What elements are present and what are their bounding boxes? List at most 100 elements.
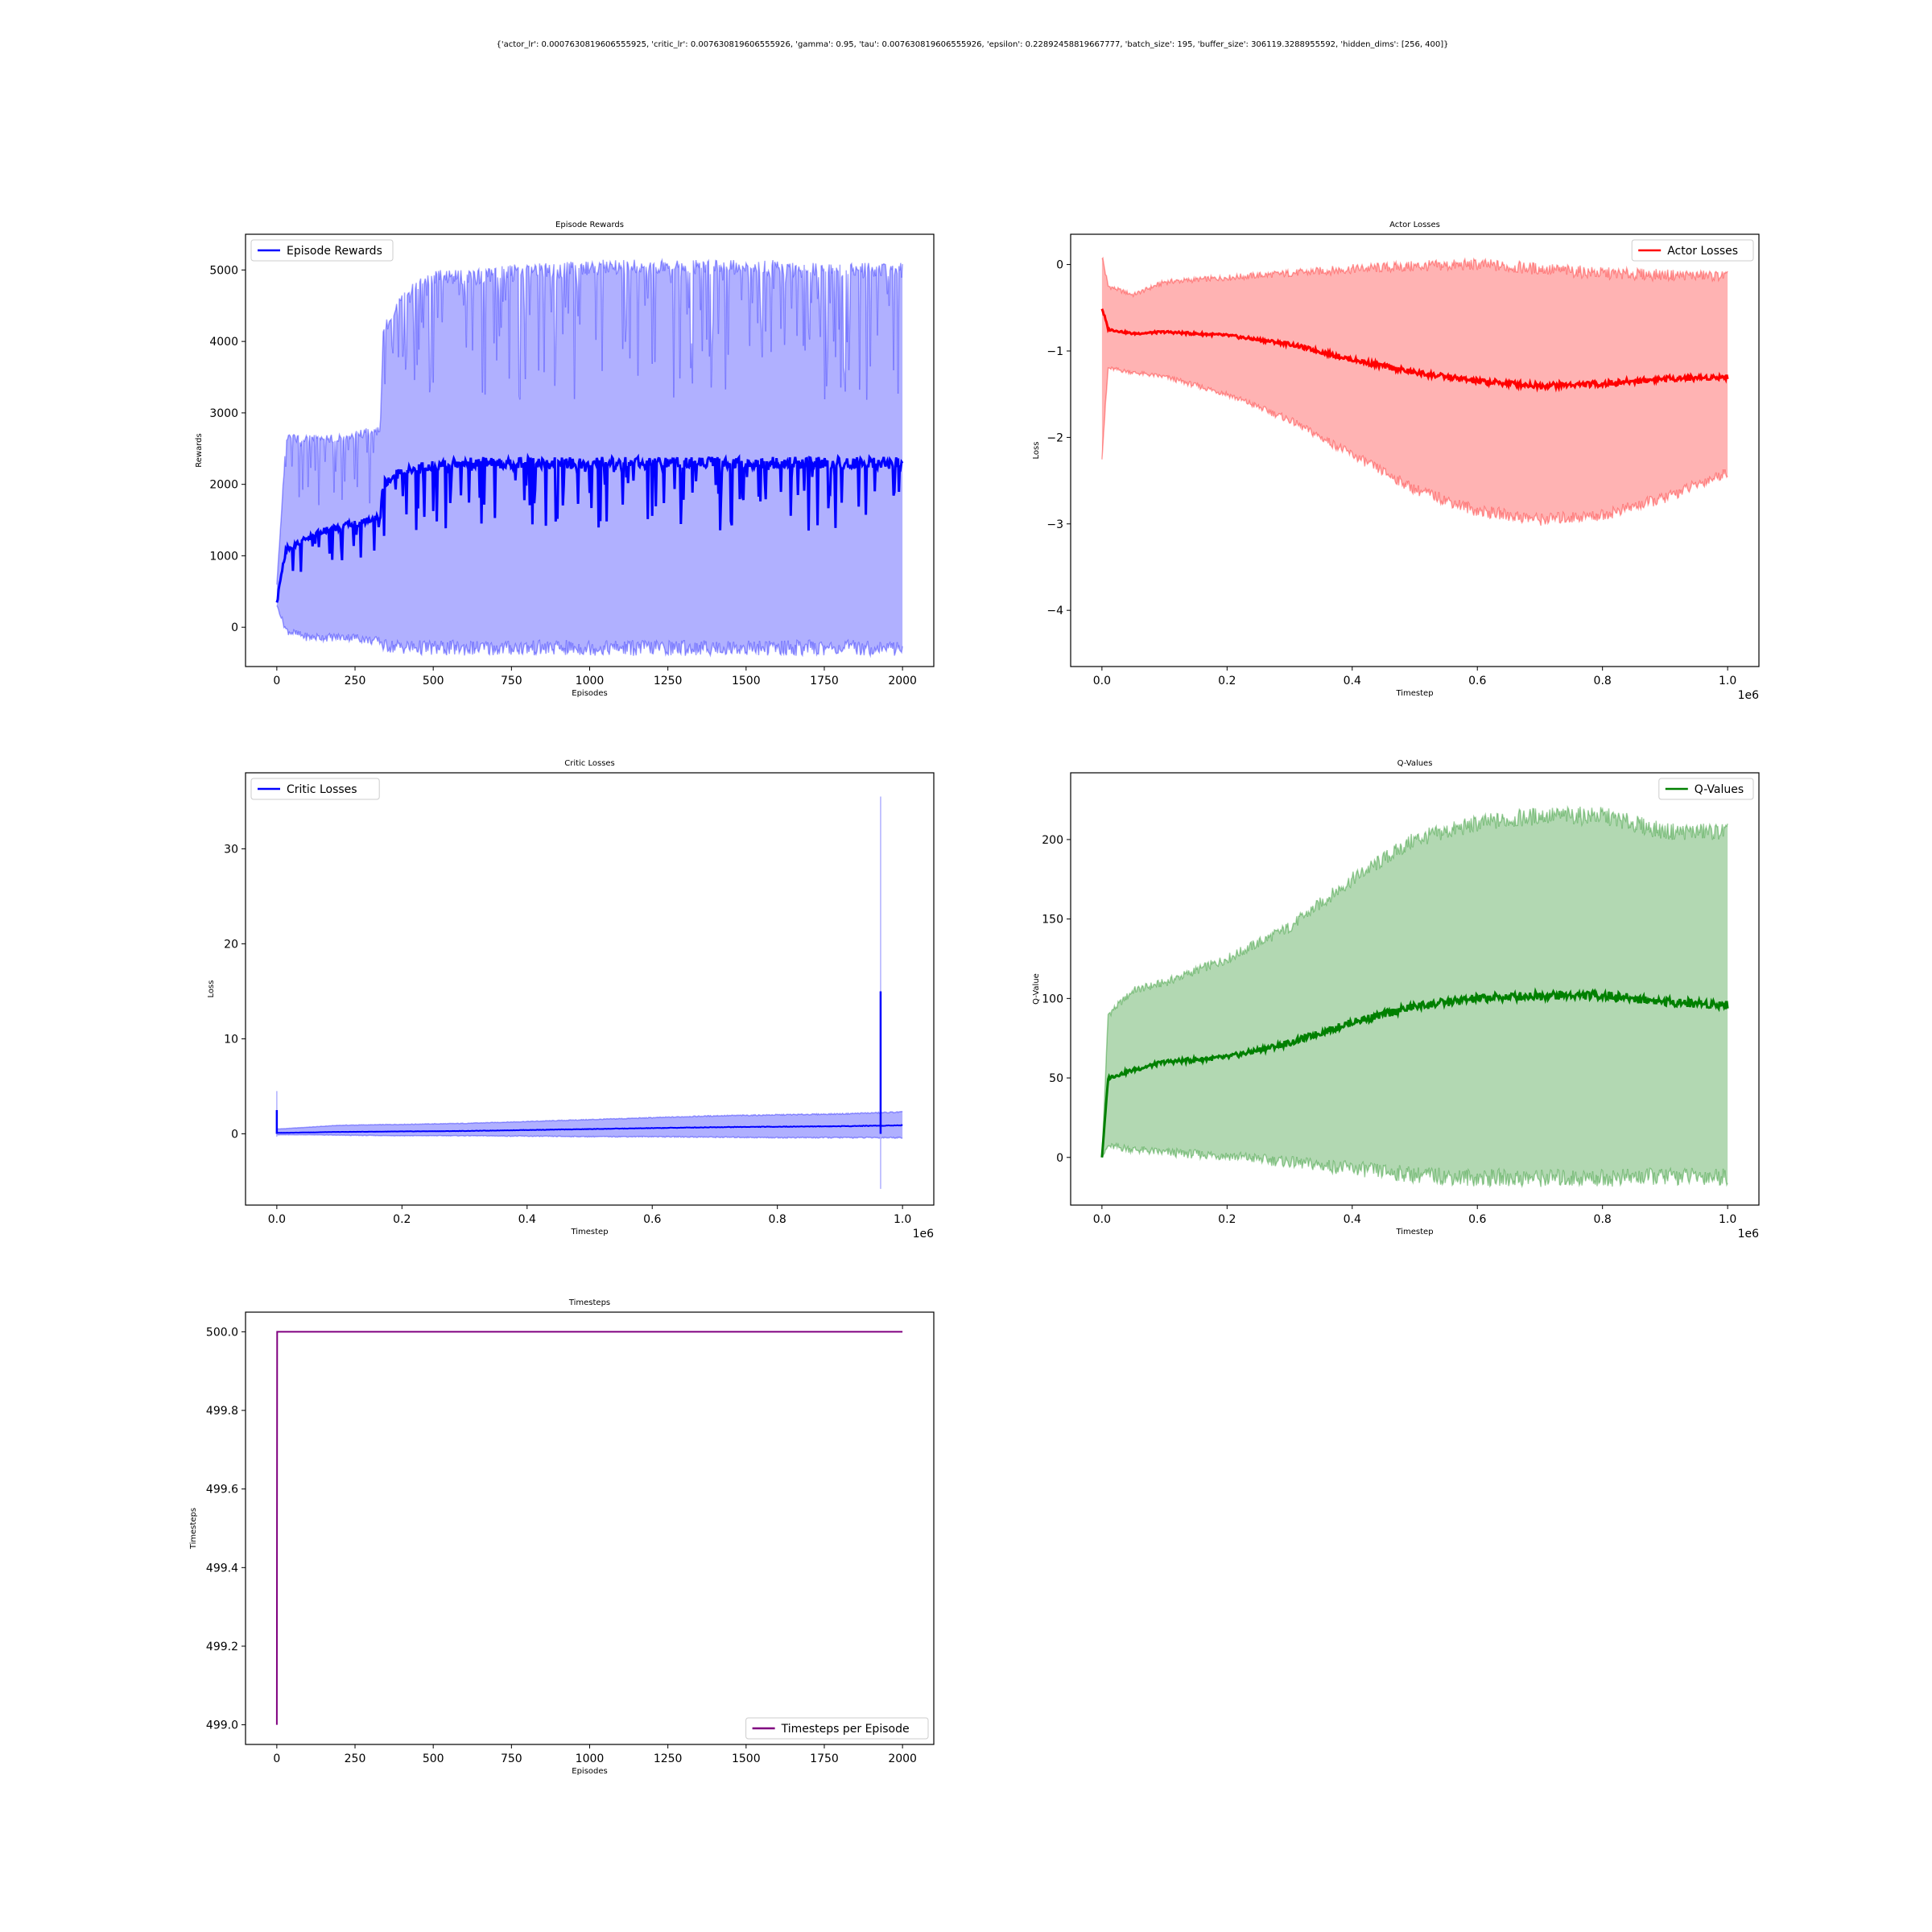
x-tick-label: 2000 xyxy=(888,675,917,687)
x-tick-label: 0.2 xyxy=(1218,675,1236,687)
y-tick-label: 499.8 xyxy=(206,1405,238,1418)
legend-label: Timesteps per Episode xyxy=(781,1723,910,1736)
y-tick-label: 0 xyxy=(1056,1152,1063,1165)
x-tick-label: 1.0 xyxy=(1719,675,1736,687)
series-qvalues-0 xyxy=(1100,804,1729,1188)
legend-label: Actor Losses xyxy=(1667,245,1738,258)
y-tick-label: 0 xyxy=(231,1128,238,1141)
y-tick-label: 500.0 xyxy=(206,1326,238,1339)
legend: Episode Rewards xyxy=(250,239,394,262)
legend-box xyxy=(250,778,380,800)
plot-area-timesteps xyxy=(275,1331,903,1725)
x-tick-label: 0.0 xyxy=(1093,1213,1111,1226)
y-axis-label: Rewards xyxy=(195,433,204,467)
x-axis-label: Timestep xyxy=(1395,1228,1433,1236)
series-band xyxy=(1101,807,1728,1187)
y-tick-label: 499.4 xyxy=(206,1562,238,1575)
legend-box xyxy=(250,239,394,262)
x-scale-offset: 1e6 xyxy=(913,1228,935,1241)
axes-frame xyxy=(1070,233,1760,667)
x-tick-label: 750 xyxy=(501,675,522,687)
x-tick-label: 250 xyxy=(345,1752,366,1765)
y-tick-label: 50 xyxy=(1049,1072,1063,1085)
y-tick-label: 5000 xyxy=(209,264,238,277)
y-axis-label: Loss xyxy=(207,980,216,998)
series-mean-line xyxy=(1100,308,1729,393)
chart-title: Critic Losses xyxy=(564,759,615,768)
x-tick-label: 1500 xyxy=(732,675,761,687)
series-upper-edge xyxy=(276,258,903,585)
legend-label: Episode Rewards xyxy=(287,245,382,258)
chart-actor: 0.0 0.2 0.4 0.6 0.8 1.0 0 −1 −2 −3 −4 1e6 Actor Loss… xyxy=(1032,221,1760,702)
series-critic-0 xyxy=(276,1110,903,1139)
x-tick-label: 0 xyxy=(273,1752,280,1765)
y-tick-label: −3 xyxy=(1046,518,1063,531)
plot-area-rewards xyxy=(275,258,904,658)
figure-suptitle: {'actor_lr': 0.0007630819606555925, 'cri… xyxy=(496,40,1448,49)
series-upper-edge xyxy=(1101,804,1728,1158)
x-tick-label: 0.8 xyxy=(1594,675,1612,687)
x-scale-offset: 1e6 xyxy=(1738,689,1760,702)
series-upper-edge xyxy=(276,1110,903,1130)
x-tick-label: 0.2 xyxy=(1218,1213,1236,1226)
y-axis-label: Loss xyxy=(1032,442,1041,460)
series-upper-edge xyxy=(1101,256,1728,299)
x-tick-label: 1.0 xyxy=(894,1213,911,1226)
chart-title: Q-Values xyxy=(1397,759,1433,768)
y-tick-label: 499.6 xyxy=(206,1484,238,1496)
series-line xyxy=(275,1331,903,1725)
series-rewards-0 xyxy=(275,258,904,658)
y-tick-label: 200 xyxy=(1042,834,1063,847)
x-tick-label: 0.6 xyxy=(1468,1213,1486,1226)
y-tick-label: −4 xyxy=(1046,605,1063,617)
chart-qvalues: 0.0 0.2 0.4 0.6 0.8 1.0 0 50 100 150 200 1e6 Q-Value… xyxy=(1032,759,1760,1241)
y-tick-label: 0 xyxy=(231,621,238,634)
y-tick-label: 30 xyxy=(224,843,238,856)
y-tick-label: −2 xyxy=(1046,431,1063,444)
plot-area-actor xyxy=(1100,256,1729,526)
y-tick-label: 20 xyxy=(224,938,238,951)
x-tick-label: 500 xyxy=(423,675,444,687)
legend: Critic Losses xyxy=(250,778,380,800)
x-axis-label: Timestep xyxy=(570,1228,608,1236)
axes-frame xyxy=(245,772,935,1206)
y-tick-label: 0 xyxy=(1056,259,1063,272)
x-tick-label: 0.8 xyxy=(1594,1213,1612,1226)
plot-area-qvalues xyxy=(1100,804,1729,1188)
series-band xyxy=(276,259,903,656)
x-tick-label: 1750 xyxy=(810,675,839,687)
x-tick-label: 0.8 xyxy=(769,1213,786,1226)
legend-label: Critic Losses xyxy=(287,783,357,796)
series-mean-line xyxy=(1100,987,1729,1158)
y-tick-label: 150 xyxy=(1042,914,1063,927)
y-tick-label: 4000 xyxy=(209,336,238,349)
y-tick-label: 499.2 xyxy=(206,1641,238,1653)
legend-label: Q-Values xyxy=(1695,783,1744,796)
x-tick-label: 0.0 xyxy=(268,1213,286,1226)
x-tick-label: 0 xyxy=(273,675,280,687)
x-tick-label: 1250 xyxy=(654,1752,683,1765)
x-scale-offset: 1e6 xyxy=(1738,1228,1760,1241)
series-mean-line xyxy=(276,1124,903,1134)
x-tick-label: 0.4 xyxy=(518,1213,536,1226)
x-axis-label: Episodes xyxy=(572,1767,607,1776)
plot-area-critic xyxy=(275,796,903,1189)
x-axis-label: Timestep xyxy=(1395,689,1433,698)
y-tick-label: 2000 xyxy=(209,479,238,492)
legend: Q-Values xyxy=(1658,778,1754,800)
axes-frame xyxy=(1070,772,1760,1206)
y-tick-label: 1000 xyxy=(209,550,238,563)
series-actor-0 xyxy=(1100,256,1729,526)
series-lower-edge xyxy=(1101,1141,1728,1188)
x-tick-label: 0.4 xyxy=(1344,675,1361,687)
chart-timesteps: 0 250 500 750 1000 1250 1500 1750 2000 499.0 499.2… xyxy=(189,1298,935,1776)
series-band xyxy=(1101,258,1728,526)
x-axis-label: Episodes xyxy=(572,689,607,698)
chart-title: Actor Losses xyxy=(1389,221,1440,229)
chart-critic: 0.0 0.2 0.4 0.6 0.8 1.0 0 10 20 30 1e6 Critic Losse… xyxy=(207,759,935,1241)
y-tick-label: −1 xyxy=(1046,345,1063,358)
x-tick-label: 750 xyxy=(501,1752,522,1765)
legend: Actor Losses xyxy=(1631,239,1754,262)
x-tick-label: 1000 xyxy=(576,1752,605,1765)
x-tick-label: 0.4 xyxy=(1344,1213,1361,1226)
